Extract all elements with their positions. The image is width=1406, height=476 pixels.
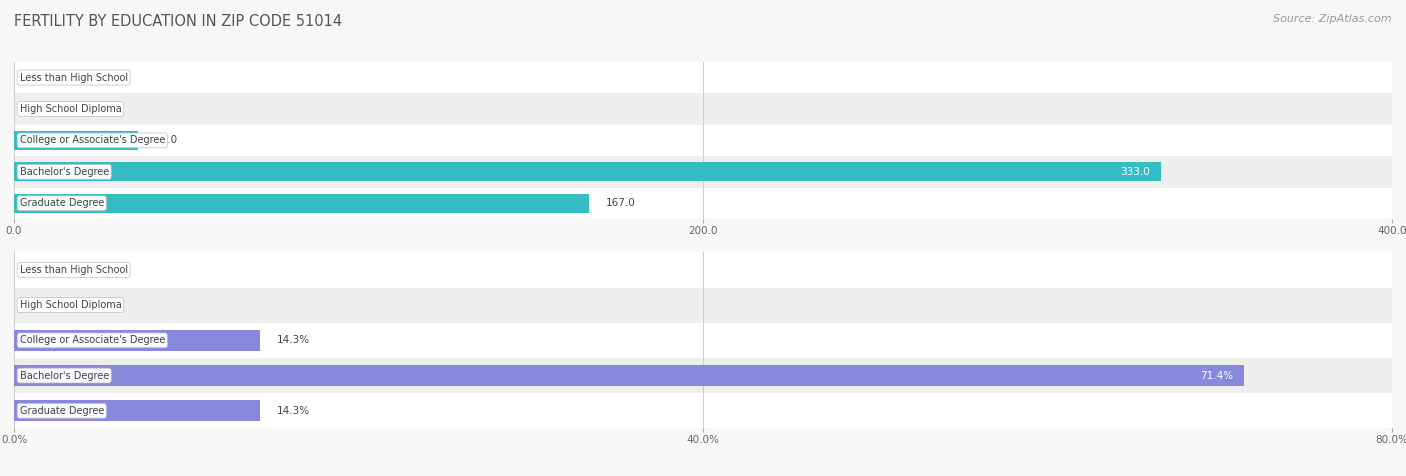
Text: Bachelor's Degree: Bachelor's Degree	[20, 370, 108, 381]
FancyBboxPatch shape	[14, 393, 1392, 428]
Text: College or Associate's Degree: College or Associate's Degree	[20, 135, 165, 146]
FancyBboxPatch shape	[14, 288, 1392, 323]
FancyBboxPatch shape	[14, 252, 1392, 288]
FancyBboxPatch shape	[14, 358, 1392, 393]
Text: 14.3%: 14.3%	[277, 406, 309, 416]
Bar	[14, 330, 260, 351]
Text: 14.3%: 14.3%	[277, 335, 309, 346]
Text: High School Diploma: High School Diploma	[20, 104, 121, 114]
Text: FERTILITY BY EDUCATION IN ZIP CODE 51014: FERTILITY BY EDUCATION IN ZIP CODE 51014	[14, 14, 342, 30]
Text: High School Diploma: High School Diploma	[20, 300, 121, 310]
Text: Bachelor's Degree: Bachelor's Degree	[20, 167, 108, 177]
FancyBboxPatch shape	[14, 62, 1392, 93]
FancyBboxPatch shape	[14, 188, 1392, 219]
Text: 71.4%: 71.4%	[1199, 370, 1233, 381]
Text: 167.0: 167.0	[606, 198, 636, 208]
Bar	[14, 400, 260, 421]
FancyBboxPatch shape	[14, 156, 1392, 188]
FancyBboxPatch shape	[14, 323, 1392, 358]
Text: 0.0: 0.0	[31, 104, 46, 114]
Text: 36.0: 36.0	[155, 135, 177, 146]
Bar	[14, 131, 138, 150]
Text: 0.0%: 0.0%	[31, 265, 56, 275]
Text: College or Associate's Degree: College or Associate's Degree	[20, 335, 165, 346]
Bar	[14, 162, 1161, 181]
Text: Less than High School: Less than High School	[20, 72, 128, 83]
Text: Source: ZipAtlas.com: Source: ZipAtlas.com	[1274, 14, 1392, 24]
Bar	[14, 365, 1244, 386]
Text: Graduate Degree: Graduate Degree	[20, 406, 104, 416]
FancyBboxPatch shape	[14, 125, 1392, 156]
Text: Graduate Degree: Graduate Degree	[20, 198, 104, 208]
Text: Less than High School: Less than High School	[20, 265, 128, 275]
FancyBboxPatch shape	[14, 93, 1392, 125]
Text: 0.0: 0.0	[31, 72, 46, 83]
Bar	[14, 194, 589, 213]
Text: 333.0: 333.0	[1121, 167, 1150, 177]
Text: 0.0%: 0.0%	[31, 300, 56, 310]
